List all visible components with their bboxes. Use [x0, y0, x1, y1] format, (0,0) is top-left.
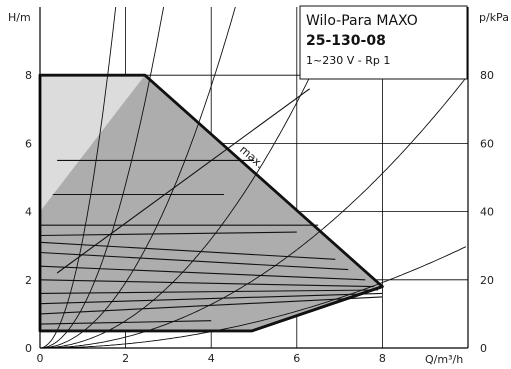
y-tick-label-left: 0 — [25, 342, 32, 355]
min-curve — [40, 285, 383, 333]
x-tick-label: 2 — [122, 352, 129, 365]
control-curve-11 — [56, 88, 310, 274]
control-curve-3 — [39, 241, 336, 260]
control-curves — [39, 88, 383, 333]
control-curve-5 — [39, 265, 366, 281]
system-curve-3 — [40, 6, 236, 349]
control-curve-8 — [39, 292, 383, 305]
y-axis-left-label: H/m — [8, 11, 31, 24]
system-curve-2 — [39, 6, 165, 349]
system-curve-1 — [39, 6, 117, 349]
y-tick-label-right: 40 — [480, 206, 494, 219]
y-axis-right-label: p/kPa — [479, 11, 509, 24]
system-curve-6 — [40, 246, 467, 349]
title-spec: 1~230 V - Rp 1 — [306, 54, 390, 67]
x-tick-label: 4 — [208, 352, 215, 365]
control-curve-9 — [39, 296, 383, 315]
x-tick-label: 8 — [379, 352, 386, 365]
control-curve-7 — [39, 289, 379, 294]
title-brand: Wilo-Para MAXO — [306, 13, 418, 29]
title-box-frame — [299, 5, 468, 80]
control-curve-6 — [39, 279, 374, 288]
y-tick-label-right: 0 — [480, 342, 487, 355]
y-tick-label-left: 2 — [25, 274, 32, 287]
y-tick-label-right: 80 — [480, 69, 494, 82]
y-tick-label-left: 6 — [25, 137, 32, 150]
system-curve-5 — [40, 77, 467, 349]
title-model: 25-130-08 — [306, 33, 386, 49]
control-curve-4 — [39, 251, 349, 271]
system-curves — [39, 6, 467, 349]
control-curve-10 — [39, 320, 212, 325]
light-region-fill — [40, 75, 145, 212]
y-tick-label-left: 8 — [25, 69, 32, 82]
y-tick-label-left: 4 — [25, 206, 32, 219]
control-curve-2 — [39, 231, 297, 237]
x-tick-label: 0 — [37, 352, 44, 365]
y-tick-label-right: 60 — [480, 137, 494, 150]
x-axis-label: Q/m³/h — [425, 353, 463, 366]
y-tick-label-right: 20 — [480, 274, 494, 287]
title-box: Wilo-Para MAXO 25-130-08 1~230 V - Rp 1 — [299, 5, 468, 80]
axes — [39, 7, 469, 349]
x-tick-label: 6 — [293, 352, 300, 365]
system-curve-4 — [40, 6, 344, 349]
